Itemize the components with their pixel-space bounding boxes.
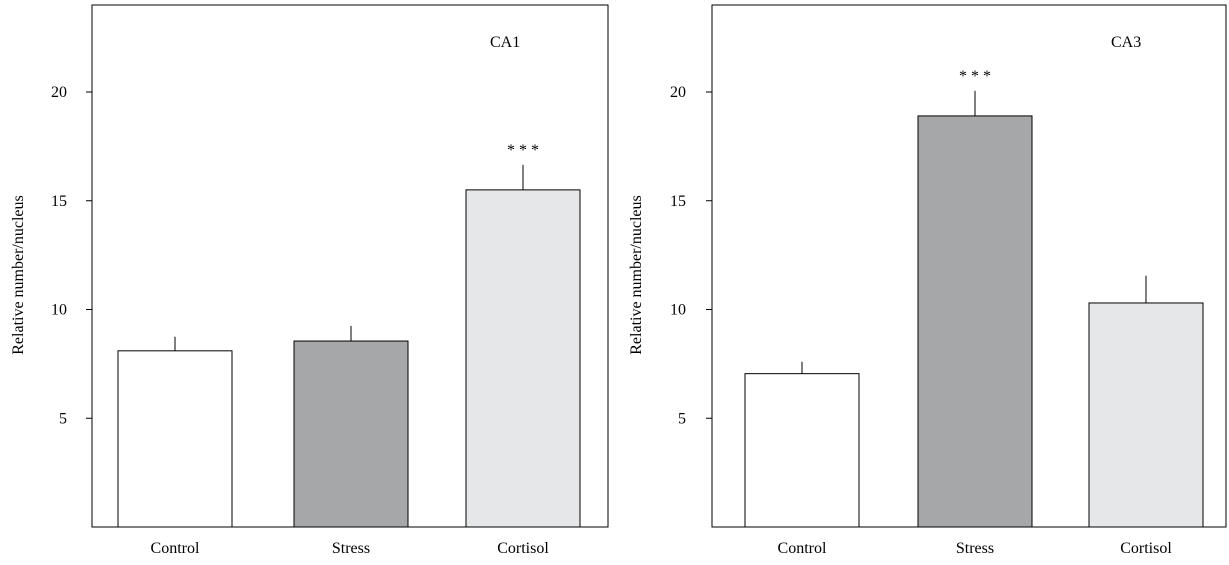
x-tick-label: Cortisol: [497, 540, 549, 557]
significance-marker: * * *: [507, 142, 539, 159]
bar-cortisol: [1088, 302, 1204, 528]
y-axis-label: Relative number/nucleus: [628, 195, 645, 355]
x-tick-label: Stress: [956, 540, 994, 557]
y-tick-label: 5: [678, 410, 686, 427]
chart-title: CA1: [490, 34, 520, 51]
bar-stress: [293, 340, 409, 528]
y-tick-label: 10: [51, 302, 67, 319]
y-tick-label: 15: [51, 193, 67, 210]
plot-area: 5 10 15 20 Control Stress * * * Cortisol: [51, 4, 609, 557]
x-tick-label: Stress: [332, 540, 370, 557]
bar-control: [744, 373, 860, 528]
y-tick-label: 5: [59, 410, 67, 427]
chart-ca3-svg: 5 10 15 20 Control * * * Stress Cortisol CA3 Re…: [628, 4, 1227, 557]
bar-cortisol: [465, 189, 581, 528]
y-tick-label: 10: [670, 302, 686, 319]
chart-title: CA3: [1111, 34, 1141, 51]
y-axis-label: Relative number/nucleus: [10, 195, 27, 355]
bar-stress: [917, 115, 1033, 528]
y-tick-label: 20: [51, 84, 67, 101]
x-tick-label: Cortisol: [1120, 540, 1172, 557]
chart-ca3: 5 10 15 20 Control * * * Stress Cortisol CA3 Re…: [614, 0, 1229, 560]
plot-area: 5 10 15 20 Control * * * Stress Cortisol: [670, 4, 1227, 557]
x-tick-label: Control: [151, 540, 200, 557]
chart-ca1: 5 10 15 20 Control Stress * * * Cortisol CA1 Re…: [0, 0, 614, 560]
x-tick-label: Control: [778, 540, 827, 557]
bar-control: [117, 350, 233, 528]
y-tick-label: 20: [670, 84, 686, 101]
y-tick-label: 15: [670, 193, 686, 210]
significance-marker: * * *: [959, 68, 991, 85]
chart-ca1-svg: 5 10 15 20 Control Stress * * * Cortisol CA1 Re…: [10, 4, 609, 557]
